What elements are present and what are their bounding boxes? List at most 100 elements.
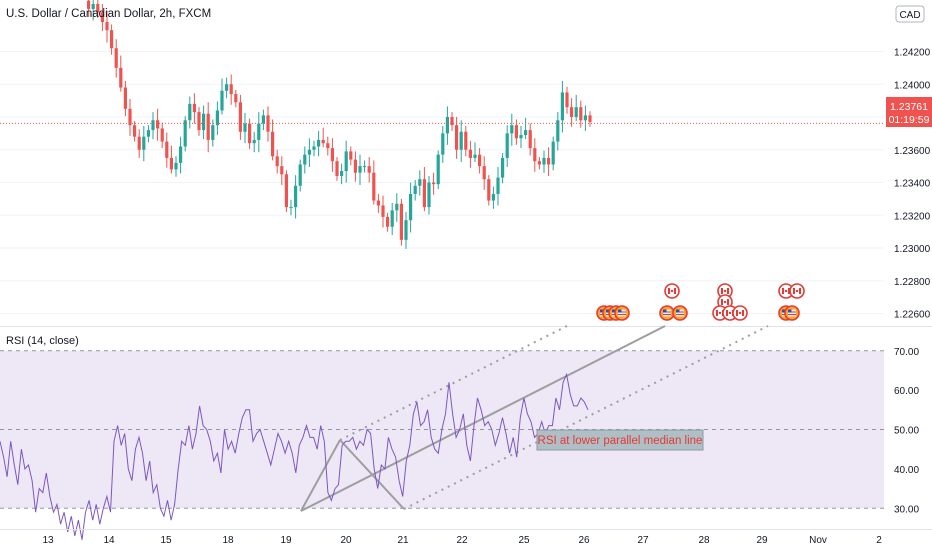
candle-body[interactable]: [110, 30, 114, 49]
candle-body[interactable]: [344, 151, 348, 172]
us-flag-icon[interactable]: [659, 305, 675, 321]
candle-body[interactable]: [252, 139, 256, 144]
candle-body[interactable]: [455, 125, 459, 150]
candle-body[interactable]: [105, 22, 109, 31]
candle-body[interactable]: [579, 107, 583, 121]
candle-body[interactable]: [137, 136, 141, 150]
candle-body[interactable]: [560, 92, 564, 121]
candle-body[interactable]: [257, 123, 261, 140]
candle-body[interactable]: [340, 171, 344, 176]
candle-body[interactable]: [183, 120, 187, 147]
candle-body[interactable]: [119, 67, 123, 88]
candle-body[interactable]: [574, 107, 578, 118]
candle-body[interactable]: [91, 4, 95, 9]
candle-body[interactable]: [284, 174, 288, 208]
candle-body[interactable]: [487, 179, 491, 201]
price-pane[interactable]: U.S. Dollar / Canadian Dollar, 2h, FXCM …: [0, 0, 932, 321]
rsi-line[interactable]: [0, 372, 589, 540]
candle-body[interactable]: [271, 131, 275, 157]
time-axis[interactable]: 13 14 15 18 19 20 21 22 25 26 27 28 29 Nov 2: [0, 529, 932, 547]
candle-body[interactable]: [390, 210, 394, 227]
candle-body[interactable]: [349, 151, 353, 160]
candle-body[interactable]: [174, 162, 178, 170]
candle-body[interactable]: [533, 148, 537, 162]
candle-body[interactable]: [243, 123, 247, 132]
ca-flag-icon[interactable]: [732, 305, 748, 321]
candle-body[interactable]: [317, 139, 321, 147]
candle-body[interactable]: [468, 149, 472, 158]
candle-body[interactable]: [478, 154, 482, 167]
candle-body[interactable]: [197, 112, 201, 131]
currency-badge[interactable]: CAD: [895, 5, 925, 23]
rsi-annotation[interactable]: RSI at lower parallel median line: [536, 429, 704, 451]
event-group[interactable]: [712, 283, 748, 321]
candle-body[interactable]: [505, 133, 509, 158]
candle-body[interactable]: [142, 136, 146, 150]
candlesticks[interactable]: [87, 0, 592, 249]
candle-body[interactable]: [192, 103, 196, 113]
candle-body[interactable]: [565, 92, 569, 108]
candle-body[interactable]: [151, 120, 155, 131]
candle-body[interactable]: [491, 193, 495, 201]
candle-body[interactable]: [482, 166, 486, 180]
candle-body[interactable]: [146, 130, 150, 137]
candle-body[interactable]: [418, 179, 422, 186]
rsi-axis[interactable]: 70.00 60.00 50.00 40.00 30.00: [894, 347, 919, 516]
candle-body[interactable]: [229, 84, 233, 95]
candle-body[interactable]: [450, 117, 454, 126]
candle-body[interactable]: [234, 94, 238, 103]
candle-body[interactable]: [165, 141, 169, 158]
event-group[interactable]: [778, 283, 805, 321]
candle-body[interactable]: [367, 166, 371, 173]
event-group[interactable]: [596, 305, 630, 321]
candle-body[interactable]: [312, 146, 316, 150]
rsi-pane[interactable]: RSI (14, close) RSI at lower parallel me…: [0, 325, 919, 540]
candle-body[interactable]: [289, 207, 293, 209]
candle-body[interactable]: [169, 157, 173, 170]
candle-body[interactable]: [399, 203, 403, 240]
candle-body[interactable]: [179, 146, 183, 163]
candle-body[interactable]: [376, 200, 380, 206]
candle-body[interactable]: [510, 125, 514, 134]
candle-body[interactable]: [335, 161, 339, 176]
candle-body[interactable]: [326, 143, 330, 149]
candle-body[interactable]: [588, 115, 592, 122]
candle-body[interactable]: [395, 203, 399, 211]
candle-body[interactable]: [583, 115, 587, 121]
candle-body[interactable]: [96, 4, 100, 13]
candle-body[interactable]: [524, 130, 528, 136]
candle-body[interactable]: [514, 125, 518, 139]
candle-body[interactable]: [381, 205, 385, 217]
candle-body[interactable]: [156, 120, 160, 129]
candle-body[interactable]: [87, 0, 91, 9]
candle-body[interactable]: [528, 130, 532, 149]
candle-body[interactable]: [422, 179, 426, 208]
candle-body[interactable]: [280, 166, 284, 175]
candle-body[interactable]: [413, 185, 417, 194]
candle-body[interactable]: [353, 159, 357, 173]
candle-body[interactable]: [432, 182, 436, 185]
candle-body[interactable]: [303, 154, 307, 165]
candle-body[interactable]: [501, 157, 505, 178]
candle-body[interactable]: [363, 166, 367, 168]
ca-flag-icon[interactable]: [789, 283, 805, 299]
candle-body[interactable]: [206, 113, 210, 140]
candle-body[interactable]: [459, 131, 463, 150]
candle-body[interactable]: [570, 107, 574, 118]
candle-body[interactable]: [409, 193, 413, 221]
candle-body[interactable]: [238, 102, 242, 132]
candle-body[interactable]: [220, 90, 224, 111]
candle-body[interactable]: [427, 182, 431, 208]
candle-body[interactable]: [464, 131, 468, 150]
candle-body[interactable]: [225, 84, 229, 91]
candle-body[interactable]: [160, 128, 164, 142]
pitchfork-upper-line[interactable]: [339, 325, 568, 441]
candle-body[interactable]: [445, 117, 449, 134]
candle-body[interactable]: [248, 123, 252, 144]
pitchfork-handle[interactable]: [300, 439, 341, 512]
us-flag-icon[interactable]: [672, 305, 688, 321]
candle-body[interactable]: [128, 108, 132, 126]
candle-body[interactable]: [537, 161, 541, 165]
candle-body[interactable]: [275, 156, 279, 167]
